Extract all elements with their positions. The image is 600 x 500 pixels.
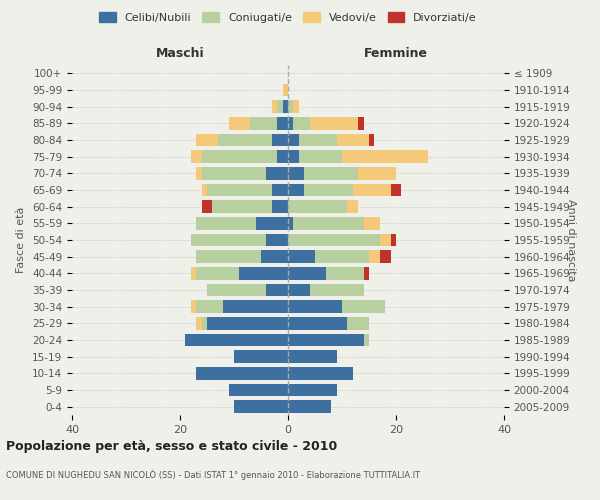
Text: COMUNE DI NUGHEDU SAN NICOLÒ (SS) - Dati ISTAT 1° gennaio 2010 - Elaborazione TU: COMUNE DI NUGHEDU SAN NICOLÒ (SS) - Dati… xyxy=(6,470,420,480)
Bar xyxy=(288,350,337,363)
Bar xyxy=(288,300,342,313)
Bar xyxy=(288,234,380,246)
Bar xyxy=(196,300,223,313)
Bar xyxy=(304,184,353,196)
Bar xyxy=(358,117,364,130)
Bar xyxy=(202,184,207,196)
Bar xyxy=(266,234,288,246)
Bar xyxy=(234,400,288,413)
Bar xyxy=(347,200,358,213)
Bar xyxy=(283,100,288,113)
Bar xyxy=(266,167,288,179)
Bar xyxy=(288,200,347,213)
Bar xyxy=(288,100,293,113)
Bar xyxy=(277,117,288,130)
Bar xyxy=(272,184,288,196)
Bar xyxy=(369,250,380,263)
Text: Femmine: Femmine xyxy=(364,47,428,60)
Bar xyxy=(288,134,299,146)
Bar xyxy=(288,384,337,396)
Y-axis label: Anni di nascita: Anni di nascita xyxy=(566,198,576,281)
Bar xyxy=(288,217,293,230)
Bar xyxy=(391,234,396,246)
Legend: Celibi/Nubili, Coniugati/e, Vedovi/e, Divorziati/e: Celibi/Nubili, Coniugati/e, Vedovi/e, Di… xyxy=(95,8,481,27)
Bar xyxy=(293,217,364,230)
Bar xyxy=(196,134,218,146)
Bar xyxy=(266,284,288,296)
Bar xyxy=(256,217,288,230)
Bar xyxy=(358,167,396,179)
Bar xyxy=(283,84,288,96)
Bar xyxy=(196,267,239,280)
Bar xyxy=(342,300,385,313)
Bar xyxy=(207,184,272,196)
Bar xyxy=(196,217,256,230)
Bar xyxy=(288,284,310,296)
Bar xyxy=(202,150,277,163)
Bar xyxy=(218,134,272,146)
Bar xyxy=(380,234,391,246)
Bar xyxy=(196,367,288,380)
Bar xyxy=(272,200,288,213)
Bar xyxy=(310,284,364,296)
Bar xyxy=(191,150,202,163)
Bar xyxy=(288,367,353,380)
Bar xyxy=(391,184,401,196)
Bar xyxy=(191,300,196,313)
Bar xyxy=(353,184,391,196)
Text: Popolazione per età, sesso e stato civile - 2010: Popolazione per età, sesso e stato civil… xyxy=(6,440,337,453)
Bar xyxy=(364,267,369,280)
Bar xyxy=(299,150,342,163)
Bar xyxy=(277,100,283,113)
Bar xyxy=(191,267,196,280)
Bar xyxy=(223,300,288,313)
Bar xyxy=(234,350,288,363)
Bar xyxy=(212,200,272,213)
Bar xyxy=(272,134,288,146)
Bar xyxy=(239,267,288,280)
Bar xyxy=(202,167,266,179)
Bar xyxy=(288,267,326,280)
Bar xyxy=(293,117,310,130)
Bar xyxy=(288,334,364,346)
Bar xyxy=(364,334,369,346)
Bar xyxy=(369,134,374,146)
Bar xyxy=(342,150,428,163)
Bar xyxy=(326,267,364,280)
Y-axis label: Fasce di età: Fasce di età xyxy=(16,207,26,273)
Bar xyxy=(304,167,358,179)
Bar xyxy=(250,117,277,130)
Bar xyxy=(288,400,331,413)
Bar xyxy=(364,217,380,230)
Text: Maschi: Maschi xyxy=(155,47,205,60)
Bar xyxy=(191,234,266,246)
Bar xyxy=(299,134,337,146)
Bar xyxy=(202,317,207,330)
Bar xyxy=(288,117,293,130)
Bar xyxy=(207,284,266,296)
Bar xyxy=(207,317,288,330)
Bar xyxy=(347,317,369,330)
Bar xyxy=(196,317,202,330)
Bar xyxy=(196,250,261,263)
Bar xyxy=(261,250,288,263)
Bar xyxy=(196,167,202,179)
Bar xyxy=(310,117,358,130)
Bar xyxy=(288,150,299,163)
Bar xyxy=(288,317,347,330)
Bar xyxy=(288,184,304,196)
Bar xyxy=(288,250,315,263)
Bar xyxy=(185,334,288,346)
Bar xyxy=(202,200,212,213)
Bar xyxy=(315,250,369,263)
Bar xyxy=(293,100,299,113)
Bar xyxy=(288,167,304,179)
Bar xyxy=(380,250,391,263)
Bar xyxy=(229,384,288,396)
Bar xyxy=(337,134,369,146)
Bar xyxy=(272,100,277,113)
Bar xyxy=(229,117,250,130)
Bar xyxy=(277,150,288,163)
